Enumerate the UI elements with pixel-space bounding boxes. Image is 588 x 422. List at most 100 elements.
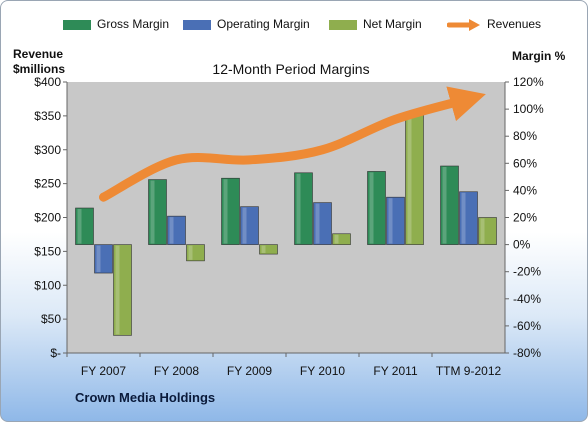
- bar-highlight: [223, 179, 228, 244]
- left-axis-label-line2: $millions: [13, 62, 66, 76]
- x-tick-label: TTM 9-2012: [436, 364, 502, 378]
- legend-swatch: [329, 19, 357, 30]
- bar-highlight: [150, 180, 155, 244]
- company-name: Crown Media Holdings: [75, 390, 216, 405]
- revenue-line: [99, 86, 486, 202]
- bar-highlight: [388, 198, 393, 244]
- bar-highlight: [296, 173, 301, 244]
- bar-rect: [167, 215, 186, 245]
- right-tick-label: 120%: [513, 75, 544, 89]
- bar-rect: [113, 244, 132, 336]
- left-tick-label: $100: [34, 278, 61, 292]
- left-tick-label: $400: [34, 75, 61, 89]
- left-tick-label: $200: [34, 211, 61, 225]
- bar-highlight: [480, 218, 485, 244]
- x-tick-label: FY 2011: [373, 364, 418, 378]
- x-tick-label: FY 2007: [81, 364, 126, 378]
- x-tick-label: FY 2008: [154, 364, 199, 378]
- bar-rect: [367, 171, 386, 245]
- bar-highlight: [242, 207, 247, 244]
- x-tick-label: FY 2010: [300, 364, 345, 378]
- legend-swatch: [183, 19, 211, 30]
- bar-net-margin: [186, 244, 205, 262]
- right-tick-label: 100%: [513, 102, 544, 116]
- bar-highlight: [169, 217, 174, 244]
- bar-highlight: [77, 209, 82, 244]
- bar-highlight: [461, 192, 466, 244]
- legend-arrow-icon: [447, 18, 481, 31]
- right-axis-label: Margin %: [512, 49, 566, 63]
- bar-highlight: [96, 245, 101, 273]
- bar-rect: [259, 244, 278, 255]
- bar-operating-margin: [240, 206, 259, 245]
- legend-gross-margin: Gross Margin: [63, 17, 169, 31]
- bar-rect: [386, 196, 405, 245]
- legend-operating-margin: Operating Margin: [183, 17, 310, 31]
- left-tick-label: $300: [34, 143, 61, 157]
- legend-label: Operating Margin: [217, 17, 310, 31]
- right-tick-label: 40%: [513, 183, 537, 197]
- bar-gross-margin: [75, 207, 94, 245]
- left-tick-label: $150: [34, 244, 61, 258]
- bar-highlight: [188, 245, 193, 260]
- bar-gross-margin: [148, 179, 167, 245]
- bar-gross-margin: [294, 172, 313, 245]
- right-tick-label: -80%: [513, 346, 541, 360]
- left-axis-label-line1: Revenue: [13, 47, 64, 61]
- bar-net-margin: [259, 244, 278, 255]
- right-tick-label: -20%: [513, 265, 541, 279]
- bar-rect: [459, 191, 478, 245]
- bar-rect: [148, 179, 167, 245]
- bar-rect: [94, 244, 113, 274]
- bar-rect: [440, 165, 459, 245]
- bar-highlight: [115, 245, 120, 335]
- legend-revenues: Revenues: [447, 17, 541, 31]
- bar-rect: [294, 172, 313, 245]
- left-tick-label: $-: [50, 346, 61, 360]
- legend-swatch: [63, 19, 91, 30]
- left-axis-label: Revenue $millions: [13, 47, 65, 77]
- right-tick-label: -60%: [513, 319, 541, 333]
- bar-operating-margin: [167, 215, 186, 245]
- bar-net-margin: [405, 111, 424, 245]
- right-tick-label: 80%: [513, 129, 537, 143]
- bar-net-margin: [478, 217, 497, 245]
- bar-highlight: [315, 203, 320, 244]
- left-tick-label: $250: [34, 177, 61, 191]
- right-tick-label: 60%: [513, 156, 537, 170]
- bar-rect: [332, 233, 351, 245]
- bar-operating-margin: [94, 244, 113, 274]
- bar-rect: [313, 202, 332, 245]
- bar-operating-margin: [386, 196, 405, 245]
- legend-label: Revenues: [487, 17, 542, 31]
- bar-rect: [240, 206, 259, 245]
- bar-gross-margin: [221, 177, 240, 245]
- legend-label: Net Margin: [363, 17, 422, 31]
- bar-gross-margin: [440, 165, 459, 245]
- bar-gross-margin: [367, 171, 386, 245]
- bar-highlight: [334, 234, 339, 244]
- bar-operating-margin: [459, 191, 478, 245]
- right-tick-label: 0%: [513, 238, 531, 252]
- bar-operating-margin: [313, 202, 332, 245]
- bar-rect: [186, 244, 205, 262]
- bar-highlight: [369, 172, 374, 244]
- bar-net-margin: [332, 233, 351, 245]
- legend-net-margin: Net Margin: [329, 17, 422, 31]
- bar-rect: [75, 207, 94, 245]
- right-tick-label: 20%: [513, 211, 537, 225]
- bar-highlight: [442, 167, 447, 244]
- plot-area: [67, 82, 505, 353]
- x-tick-label: FY 2009: [227, 364, 272, 378]
- left-tick-label: $350: [34, 109, 61, 123]
- right-tick-label: -40%: [513, 292, 541, 306]
- arrow-icon: [447, 18, 480, 31]
- chart-title: 12-Month Period Margins: [212, 61, 370, 77]
- bar-rect: [221, 177, 240, 245]
- bar-highlight: [407, 112, 412, 244]
- legend-label: Gross Margin: [97, 17, 170, 31]
- bar-net-margin: [113, 244, 132, 336]
- left-tick-label: $50: [41, 312, 61, 326]
